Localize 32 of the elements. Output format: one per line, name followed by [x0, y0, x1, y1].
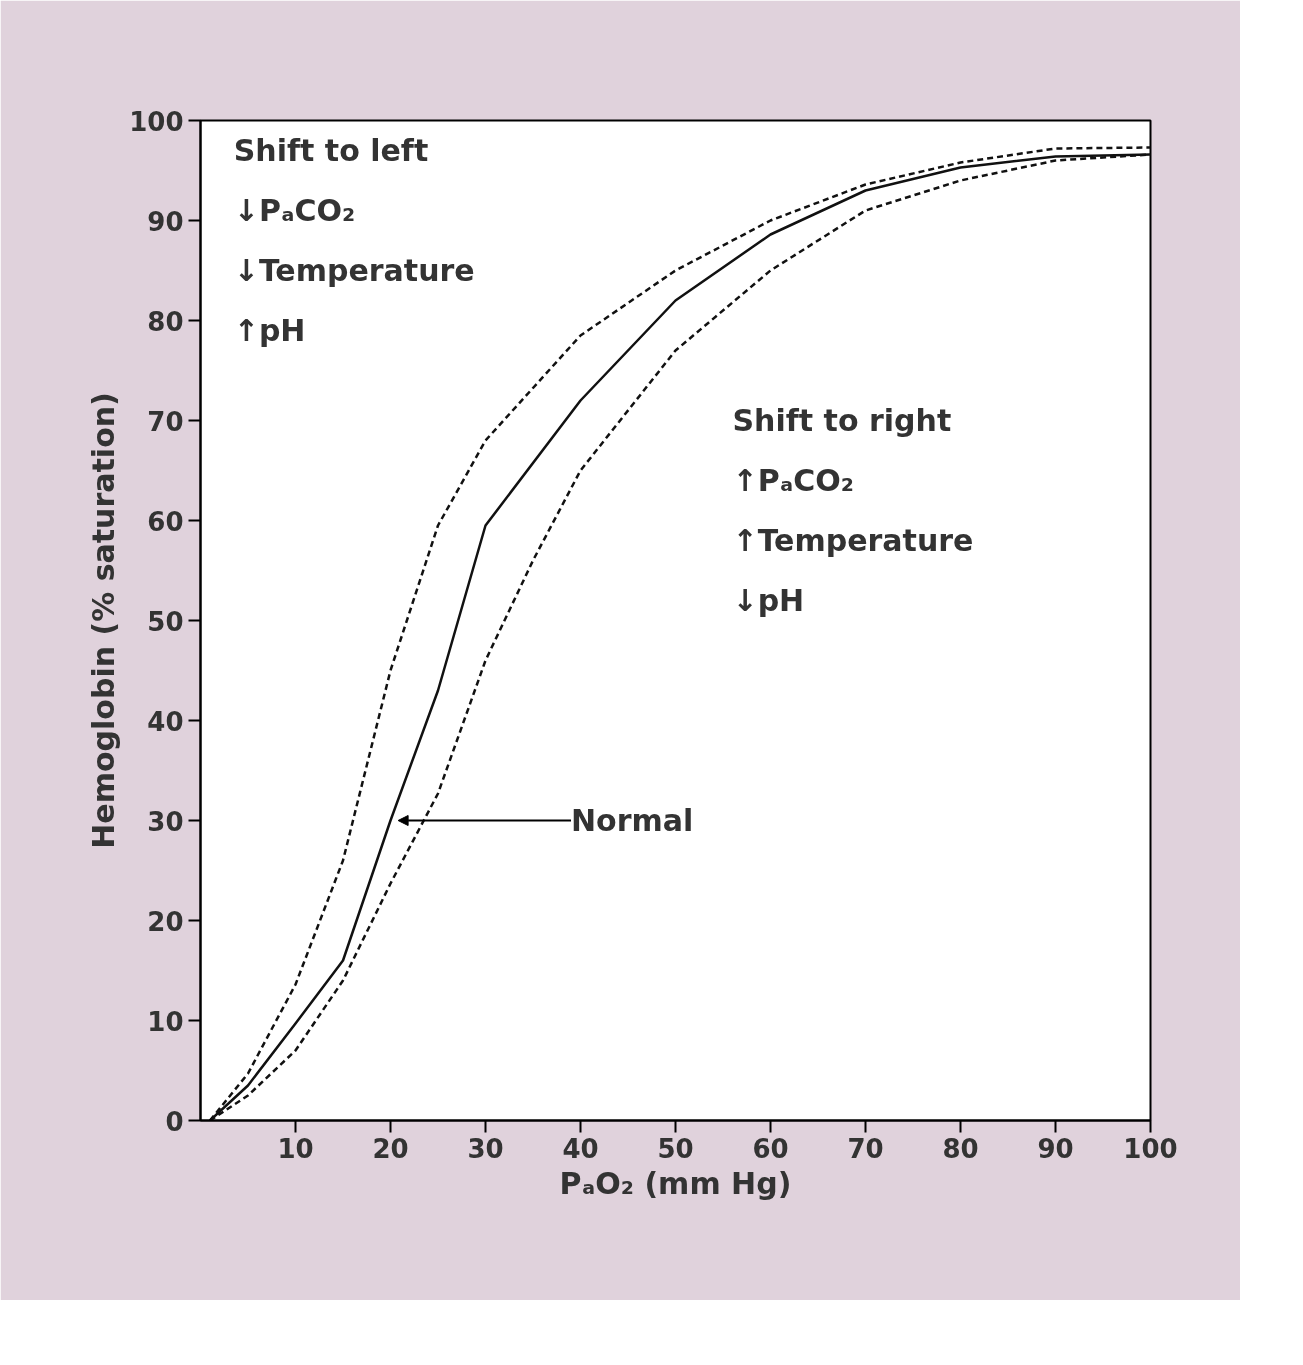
y-axis-title: Hemoglobin (% saturation) — [86, 392, 122, 849]
x-tick-label: 80 — [942, 1133, 979, 1164]
y-tick-label: 70 — [147, 406, 184, 437]
annotation: ↑pH — [233, 313, 306, 348]
x-axis-title: PₐO₂ (mm Hg) — [559, 1165, 792, 1201]
y-tick-label: 40 — [147, 706, 184, 737]
y-tick-label: 20 — [147, 906, 184, 937]
annotation: ↑Temperature — [732, 523, 974, 558]
annotation: ↓PₐCO₂ — [233, 193, 356, 228]
y-tick-label: 100 — [129, 106, 184, 137]
y-tick-label: 90 — [147, 206, 184, 237]
annotation: ↑PₐCO₂ — [732, 463, 855, 498]
x-tick-label: 100 — [1123, 1133, 1178, 1164]
x-tick-label: 30 — [467, 1133, 504, 1164]
annotation: Shift to left — [233, 133, 429, 168]
x-tick-label: 10 — [277, 1133, 314, 1164]
y-tick-label: 60 — [147, 506, 184, 537]
y-tick-label: 50 — [147, 606, 184, 637]
annotation: ↓pH — [732, 583, 805, 618]
x-tick-label: 70 — [847, 1133, 884, 1164]
x-tick-label: 20 — [372, 1133, 409, 1164]
annotation: Shift to right — [732, 403, 952, 438]
annotation: ↓Temperature — [233, 253, 475, 288]
x-tick-label: 50 — [657, 1133, 694, 1164]
x-tick-label: 40 — [562, 1133, 599, 1164]
y-tick-label: 80 — [147, 306, 184, 337]
y-tick-label: 10 — [147, 1006, 184, 1037]
x-tick-label: 90 — [1037, 1133, 1074, 1164]
x-tick-label: 60 — [752, 1133, 789, 1164]
annotation: Normal — [571, 803, 694, 838]
y-tick-label: 0 — [165, 1106, 184, 1137]
y-tick-label: 30 — [147, 806, 184, 837]
